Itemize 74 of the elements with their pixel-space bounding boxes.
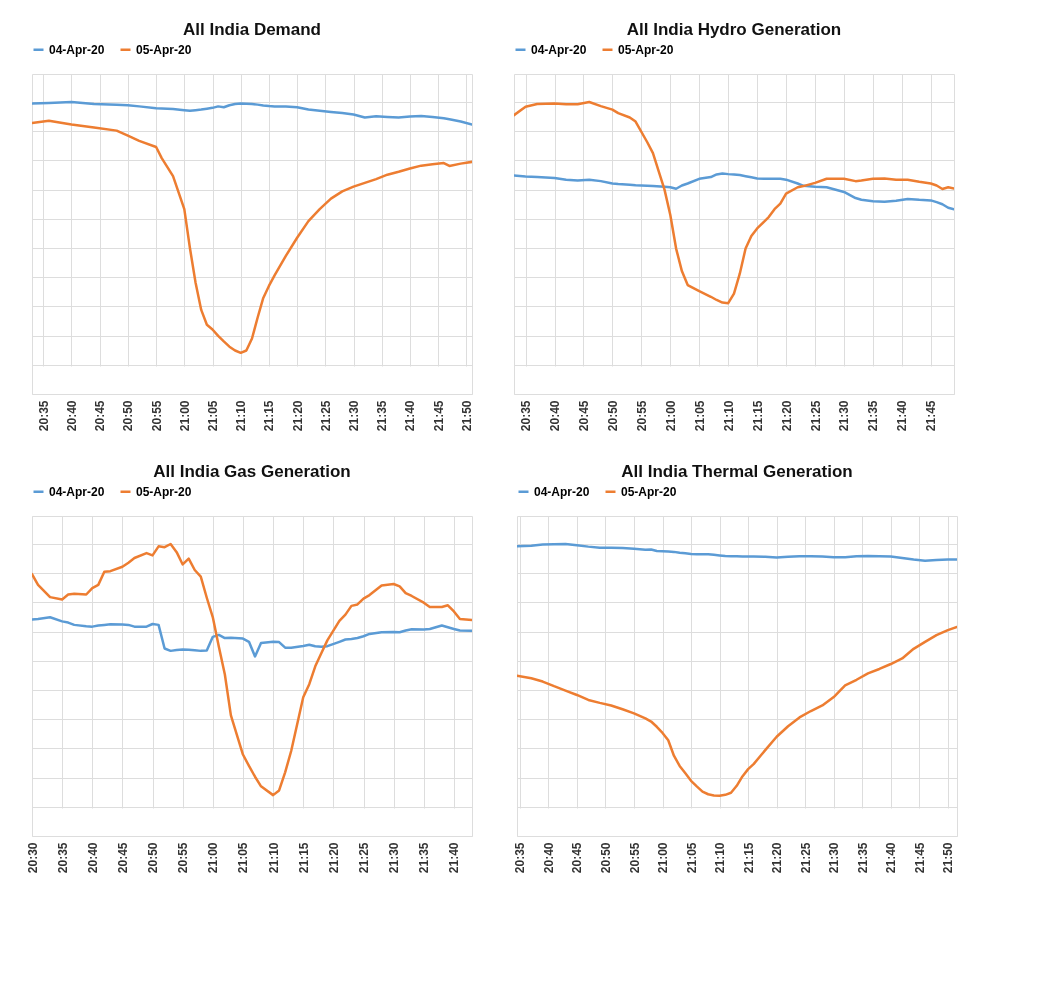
x-tick-label: 20:50 [605, 400, 620, 432]
x-tick-label: 21:15 [262, 400, 277, 432]
x-tick-label: 20:50 [146, 842, 161, 874]
x-tick-label: 20:45 [93, 400, 108, 432]
legend-label: 04-Apr-20 [49, 42, 105, 57]
x-tick-label: 20:35 [513, 842, 528, 874]
x-tick-label: 20:55 [634, 400, 649, 432]
x-tick-label: 21:05 [206, 400, 220, 432]
x-tick-label: 21:15 [741, 842, 756, 874]
x-tick-label: 21:25 [357, 842, 372, 874]
x-tick-label: 20:55 [627, 842, 642, 874]
x-tick-label: 21:20 [770, 842, 785, 874]
legend-label: 05-Apr-20 [621, 484, 677, 499]
x-tick-label: 21:00 [656, 842, 671, 874]
x-tick-label: 21:00 [177, 400, 192, 432]
x-tick-label: 21:40 [895, 400, 910, 432]
x-tick-label: 21:30 [837, 400, 852, 432]
x-tick-label: 21:15 [296, 842, 311, 874]
x-tick-label: 20:55 [176, 842, 191, 874]
x-tick-label: 21:35 [855, 842, 870, 874]
x-tick-label: 21:05 [236, 842, 251, 874]
x-tick-label: 21:40 [447, 842, 462, 874]
x-tick-label: 20:55 [149, 400, 164, 432]
x-tick-label: 21:35 [375, 400, 390, 432]
x-tick-label: 21:20 [326, 842, 341, 874]
legend-label: 04-Apr-20 [49, 484, 105, 499]
x-tick-label: 21:05 [684, 842, 699, 874]
chart-title: All India Gas Generation [153, 462, 351, 481]
legend-label: 05-Apr-20 [136, 484, 192, 499]
x-tick-label: 21:10 [234, 400, 249, 432]
x-tick-label: 20:30 [25, 842, 40, 874]
x-tick-label: 21:35 [417, 842, 432, 874]
x-tick-label: 21:20 [290, 400, 305, 432]
x-tick-label: 20:35 [36, 400, 51, 432]
x-tick-label: 21:50 [941, 842, 956, 874]
chart-title: All India Thermal Generation [621, 462, 853, 481]
x-tick-label: 21:00 [206, 842, 221, 874]
x-tick-label: 20:45 [115, 842, 130, 874]
x-tick-label: 21:15 [750, 400, 765, 432]
x-tick-label: 20:40 [541, 842, 556, 874]
x-tick-label: 21:40 [884, 842, 899, 874]
x-tick-label: 21:10 [266, 842, 281, 874]
x-tick-label: 21:45 [924, 400, 939, 432]
x-tick-label: 21:30 [387, 842, 402, 874]
chart-title: All India Demand [183, 20, 321, 39]
legend-label: 04-Apr-20 [534, 484, 590, 499]
x-tick-label: 21:05 [692, 400, 707, 432]
x-tick-label: 20:35 [519, 400, 534, 432]
x-tick-label: 20:50 [121, 400, 136, 432]
legend-label: 04-Apr-20 [531, 42, 587, 57]
x-tick-label: 21:45 [431, 400, 446, 432]
x-tick-label: 20:45 [576, 400, 591, 432]
x-tick-label: 21:30 [827, 842, 842, 874]
legend-label: 05-Apr-20 [136, 42, 192, 57]
x-tick-label: 20:50 [598, 842, 613, 874]
x-tick-label: 21:35 [866, 400, 881, 432]
legend-label: 05-Apr-20 [618, 42, 674, 57]
x-tick-label: 21:30 [347, 400, 362, 432]
x-tick-label: 21:00 [663, 400, 678, 432]
x-tick-label: 21:25 [798, 842, 813, 874]
x-tick-label: 21:50 [459, 400, 474, 432]
x-tick-label: 21:25 [808, 400, 823, 432]
x-tick-label: 20:35 [55, 842, 70, 874]
x-tick-label: 20:40 [65, 400, 79, 432]
x-tick-label: 20:45 [570, 842, 585, 874]
x-tick-label: 21:25 [318, 400, 333, 432]
x-tick-label: 21:20 [779, 400, 794, 432]
chart-title: All India Hydro Generation [626, 20, 842, 39]
x-tick-label: 21:10 [721, 400, 736, 432]
x-tick-label: 21:40 [403, 400, 418, 432]
x-tick-label: 20:40 [548, 400, 563, 432]
x-tick-label: 20:40 [85, 842, 100, 874]
x-tick-label: 21:10 [713, 842, 728, 874]
x-tick-label: 21:45 [912, 842, 927, 874]
